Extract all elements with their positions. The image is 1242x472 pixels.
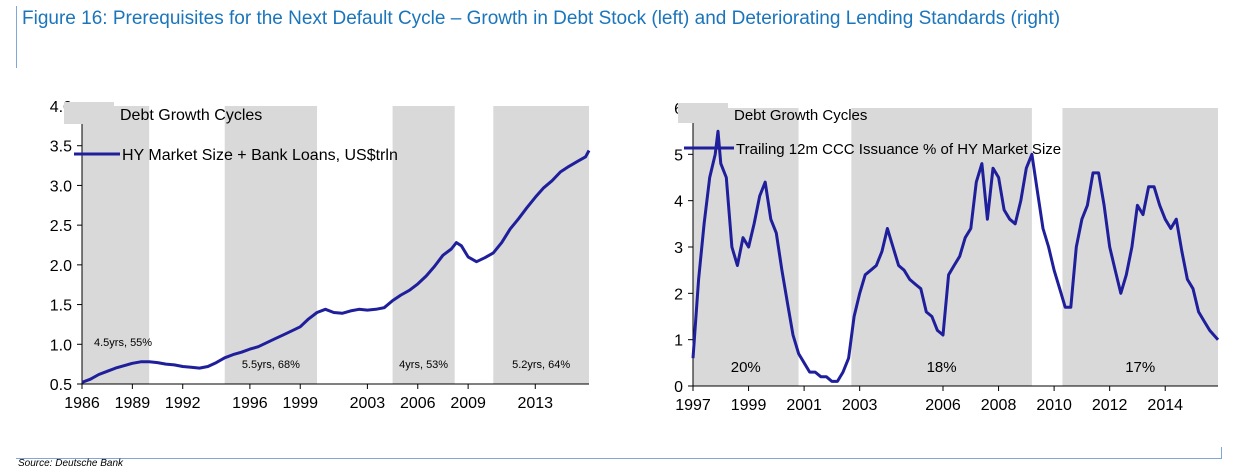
- right-cycle-label-2: 18%: [927, 359, 957, 376]
- right-y-tick-label-3: 3: [674, 240, 683, 257]
- frame-right-border: [1221, 447, 1222, 459]
- left-x-tick-label-4: 1999: [282, 395, 318, 412]
- right-x-tick-label-2: 2001: [786, 397, 822, 414]
- right-x-tick-label-5: 2008: [981, 397, 1017, 414]
- right-x-tick-label-7: 2012: [1092, 397, 1128, 414]
- left-y-tick-label-4: 2.5: [50, 218, 72, 235]
- chart-left: 4.5yrs, 55% 5.5yrs, 68% 4yrs, 53% 5.2yrs, 6…: [22, 96, 602, 426]
- right-x-tick-label-8: 2014: [1147, 397, 1183, 414]
- left-cycle-band-1: [82, 106, 150, 384]
- right-x-tick-label-6: 2010: [1036, 397, 1072, 414]
- left-cycle-label-3: 4yrs, 53%: [399, 359, 448, 371]
- left-y-tick-label-3: 2.0: [50, 258, 72, 275]
- left-cycle-band-2: [224, 106, 318, 384]
- left-cycle-band-3: [392, 106, 455, 384]
- left-y-tick-label-2: 1.5: [50, 298, 72, 315]
- left-x-tick-label-2: 1992: [165, 395, 201, 412]
- right-y-tick-label-5: 5: [674, 147, 683, 164]
- left-y-tick-label-1: 1.0: [50, 337, 72, 354]
- left-cycle-label-1: 4.5yrs, 55%: [94, 337, 152, 349]
- left-legend-label-series: HY Market Size + Bank Loans, US$trln: [122, 147, 398, 164]
- right-y-tick-label-1: 1: [674, 333, 683, 350]
- left-legend-shade-swatch: [64, 102, 114, 124]
- frame-bottom-border: [16, 458, 1222, 459]
- right-x-tick-label-3: 2003: [842, 397, 878, 414]
- right-cycle-label-3: 17%: [1125, 359, 1155, 376]
- right-y-tick-label-4: 4: [674, 194, 683, 211]
- right-y-tick-label-0: 0: [674, 379, 683, 396]
- right-y-tick-label-2: 2: [674, 286, 683, 303]
- chart-left-svg: 4.5yrs, 55% 5.5yrs, 68% 4yrs, 53% 5.2yrs, 6…: [50, 99, 591, 412]
- left-cycle-label-4: 5.2yrs, 64%: [512, 359, 570, 371]
- frame-left-border: [16, 6, 17, 68]
- left-y-tick-label-5: 3.0: [50, 178, 72, 195]
- right-series-line-1: [691, 129, 1220, 383]
- left-x-tick-label-8: 2013: [517, 395, 553, 412]
- left-x-tick-label-6: 2006: [400, 395, 436, 412]
- right-cycle-band-2: [851, 108, 1032, 386]
- right-cycle-label-1: 20%: [731, 359, 761, 376]
- right-legend-label-series: Trailing 12m CCC Issuance % of HY Market…: [736, 141, 1061, 158]
- right-legend-shade-swatch: [678, 103, 728, 123]
- left-x-tick-label-3: 1996: [232, 395, 268, 412]
- left-x-tick-label-0: 1986: [64, 395, 100, 412]
- chart-right-svg: 20%18%17%0123456199719992001200320062008…: [674, 101, 1220, 414]
- right-x-tick-label-0: 1997: [675, 397, 711, 414]
- left-x-tick-label-5: 2003: [350, 395, 386, 412]
- figure-title: Figure 16: Prerequisites for the Next De…: [22, 8, 1061, 29]
- right-x-tick-label-1: 1999: [731, 397, 767, 414]
- right-legend-label-cycles: Debt Growth Cycles: [734, 107, 867, 124]
- chart-right: 20%18%17%0123456199719992001200320062008…: [640, 96, 1230, 426]
- left-series-line-1: [81, 149, 591, 384]
- left-y-tick-label-6: 3.5: [50, 139, 72, 156]
- right-cycle-band-1: [693, 108, 799, 386]
- left-x-tick-label-7: 2009: [450, 395, 486, 412]
- right-cycle-band-3: [1062, 108, 1218, 386]
- left-cycle-band-4: [493, 106, 589, 384]
- left-y-tick-label-0: 0.5: [50, 377, 72, 394]
- right-x-tick-label-4: 2006: [925, 397, 961, 414]
- left-cycle-label-2: 5.5yrs, 68%: [242, 359, 300, 371]
- left-x-tick-label-1: 1989: [115, 395, 151, 412]
- left-legend-label-cycles: Debt Growth Cycles: [120, 107, 262, 124]
- source-note: Source: Deutsche Bank: [18, 458, 124, 469]
